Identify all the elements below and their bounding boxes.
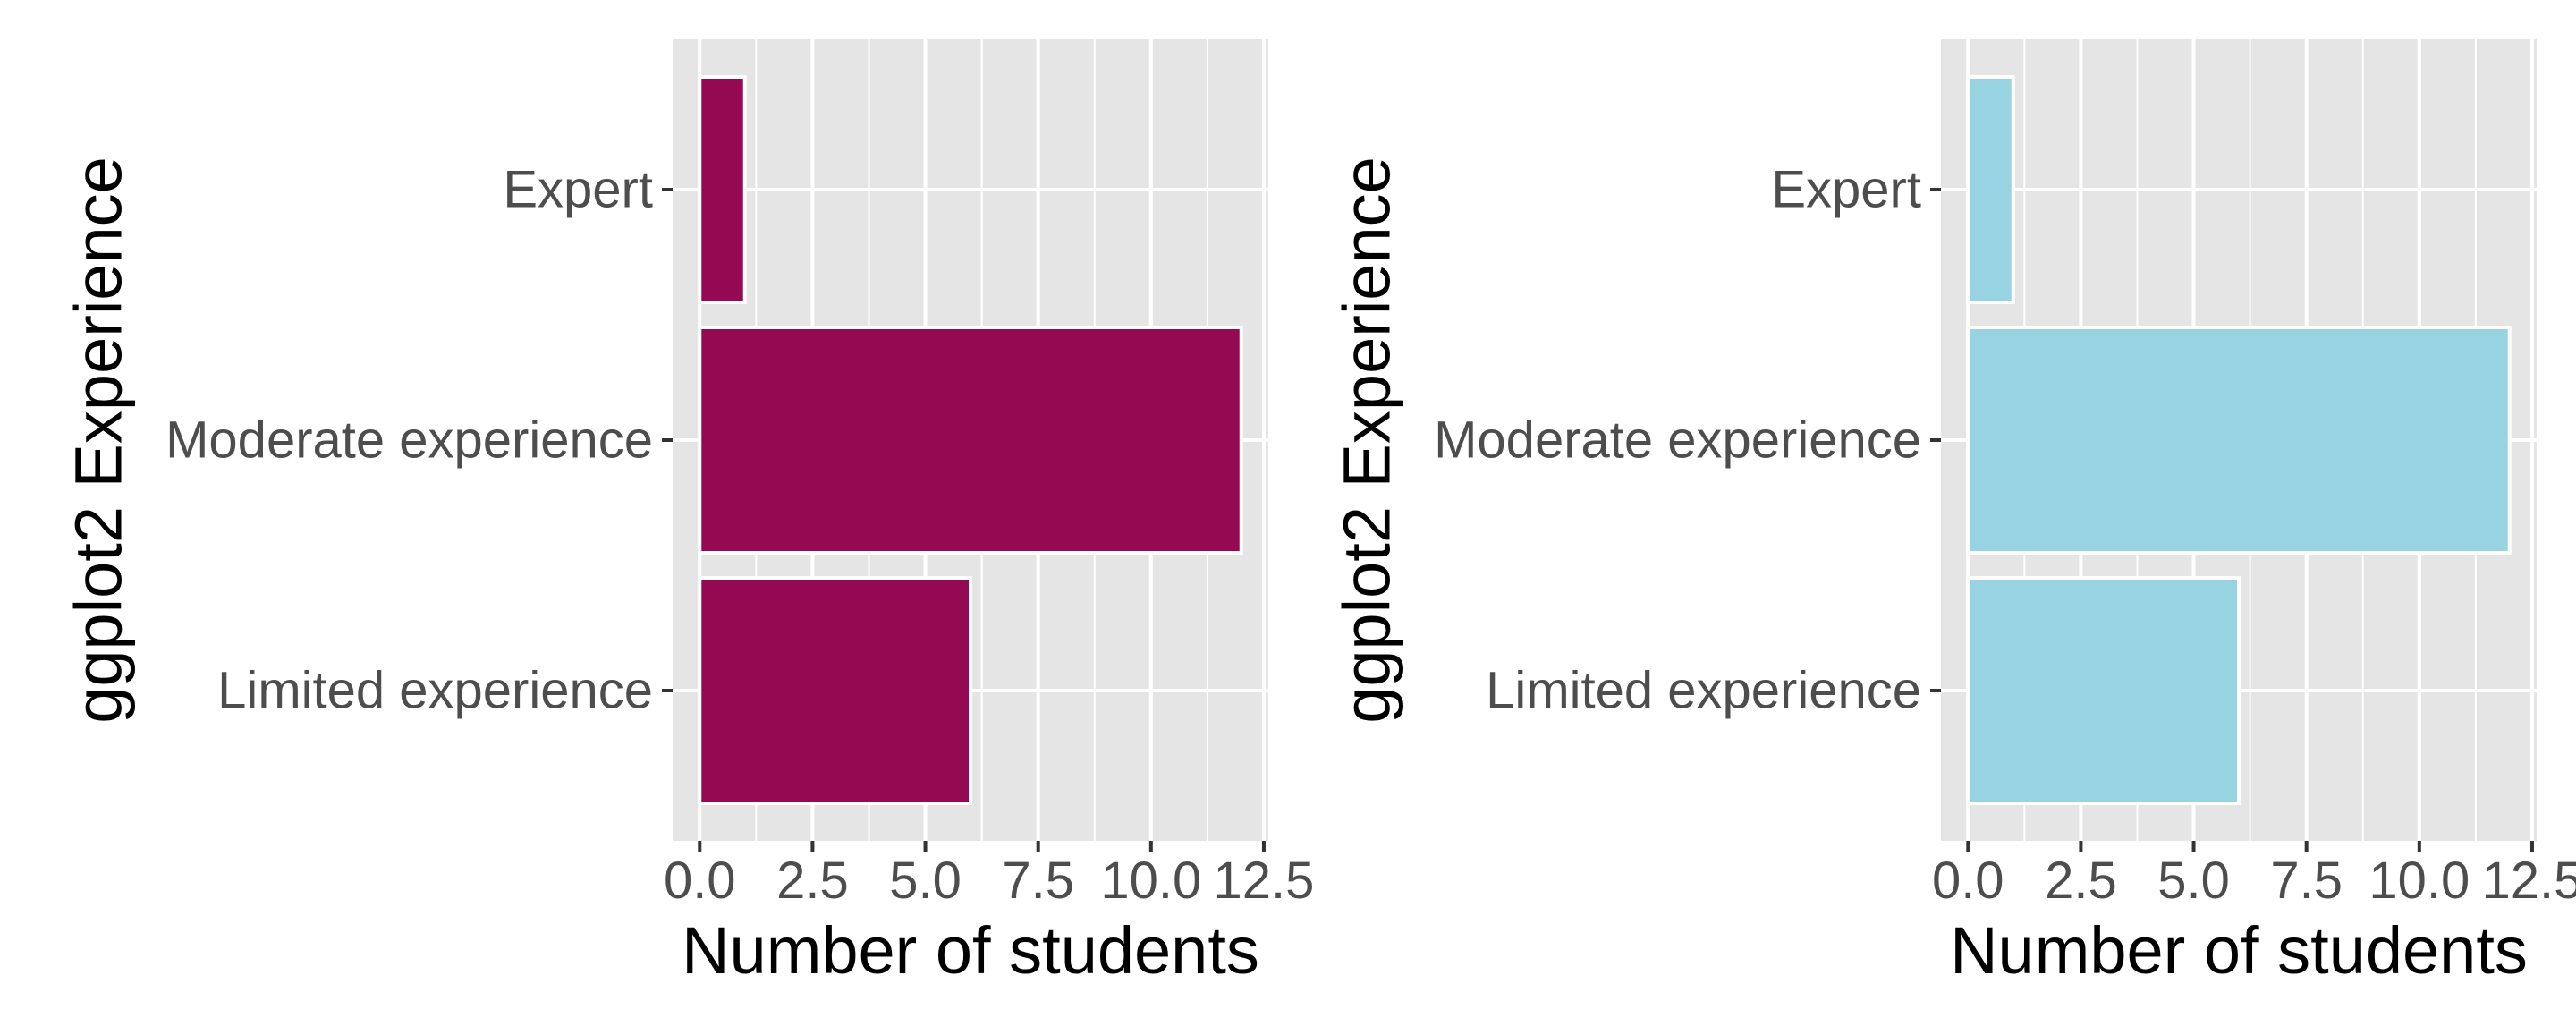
chart-panel-2: Limited experience Moderate experience Exp… [1330,39,2576,988]
x-axis-title: Number of students [682,913,1259,988]
x-tick-label: 0.0 [1932,852,2004,910]
x-tick-label: 5.0 [889,852,962,910]
x-axis-title: Number of students [1950,913,2528,988]
x-tick-label: 5.0 [2157,852,2230,910]
bar-moderate-experience [699,327,1241,553]
y-tick-label: Expert [1771,161,1921,219]
x-tick-label: 2.5 [2045,852,2117,910]
x-tick-label: 0.0 [664,852,736,910]
x-tick-label: 7.5 [2270,852,2343,910]
bar-moderate-experience [1968,327,2509,553]
y-axis-title: ggplot2 Experience [1330,157,1404,724]
y-tick-label: Moderate experience [165,411,653,470]
bar-limited-experience [1968,578,2239,803]
x-tick-label: 12.5 [1214,852,1315,910]
x-tick-label: 7.5 [1002,852,1074,910]
chart-panel-1: Limited experience Moderate experience Exp… [62,39,1315,988]
x-tick-label: 10.0 [1100,852,1201,910]
y-axis-title: ggplot2 Experience [62,157,136,724]
bar-expert [699,77,744,302]
x-tick-label: 12.5 [2482,852,2576,910]
bar-limited-experience [699,578,970,803]
x-tick-label: 2.5 [776,852,849,910]
y-tick-label: Moderate experience [1434,411,1921,470]
y-tick-label: Expert [503,161,653,219]
bar-expert [1968,77,2012,302]
x-tick-label: 10.0 [2368,852,2470,910]
y-tick-label: Limited experience [217,662,653,720]
y-tick-label: Limited experience [1486,662,1921,720]
